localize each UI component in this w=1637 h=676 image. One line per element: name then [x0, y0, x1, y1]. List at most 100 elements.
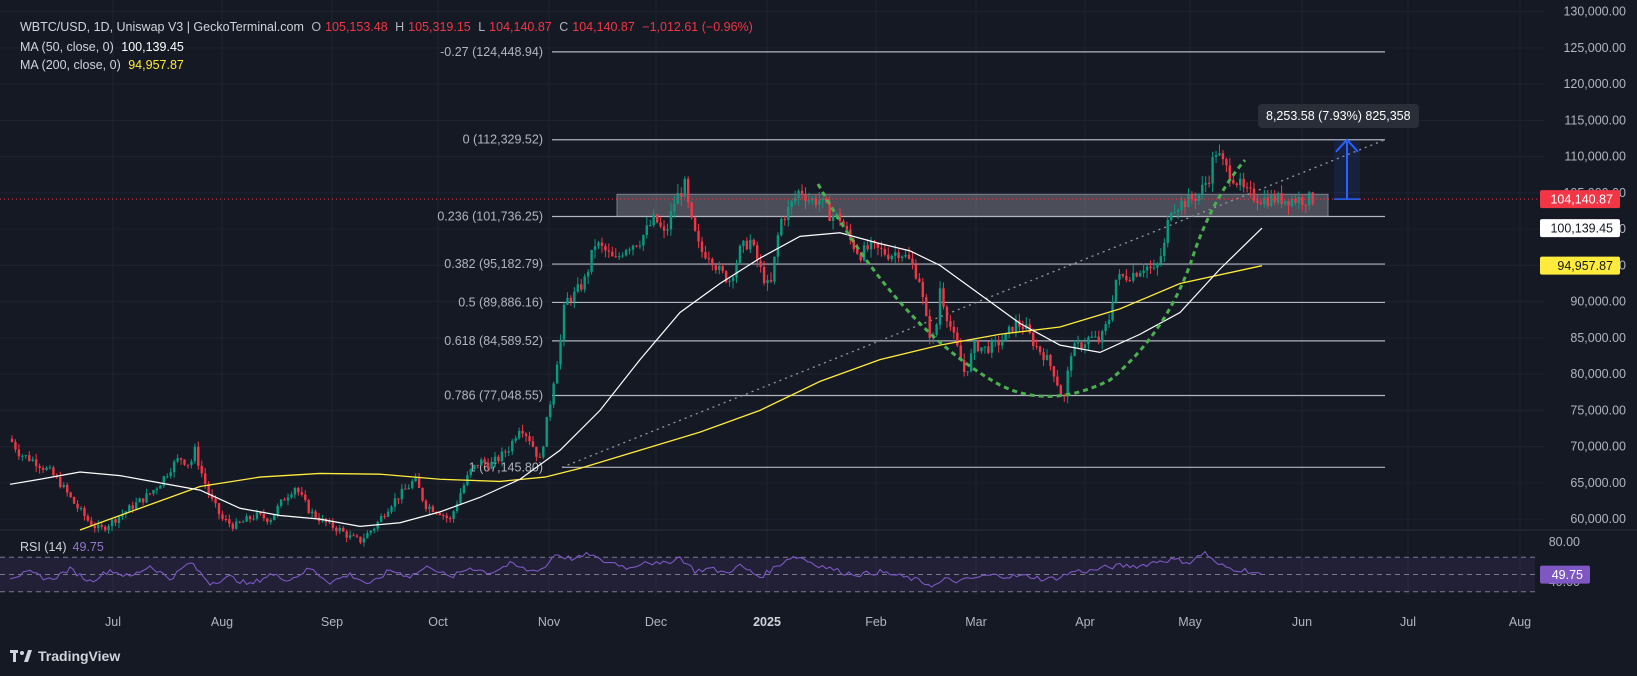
candle-body: [583, 276, 586, 290]
candle-body: [1004, 332, 1007, 341]
candle-body: [355, 535, 359, 537]
candle-body: [214, 498, 217, 504]
x-tick-label: Aug: [1509, 615, 1531, 629]
x-tick-label: Dec: [645, 615, 667, 629]
candle-body: [956, 332, 959, 346]
x-tick-label: May: [1178, 615, 1202, 629]
candle-body: [255, 512, 259, 519]
candle-body: [952, 326, 956, 333]
candle-body: [514, 438, 517, 441]
candle-body: [990, 340, 993, 353]
candle-body: [307, 499, 310, 514]
candle-body: [300, 492, 303, 495]
candle-body: [724, 271, 728, 282]
candle-body: [859, 253, 862, 261]
candle-body: [1090, 336, 1094, 338]
candle-body: [52, 467, 55, 476]
candle-body: [959, 345, 962, 361]
x-tick-label: Feb: [865, 615, 887, 629]
trend-line: [561, 139, 1386, 468]
candle-body: [1290, 198, 1294, 206]
candle-body: [310, 511, 314, 514]
candle-body: [718, 266, 721, 271]
candle-body: [980, 347, 983, 352]
ma50-legend[interactable]: MA (50, close, 0) 100,139.45: [20, 40, 188, 54]
candle-body: [1142, 270, 1145, 273]
close-label: C: [559, 20, 569, 34]
candle-body: [773, 256, 776, 282]
candle-body: [34, 459, 38, 467]
candle-body: [756, 245, 759, 261]
candle-body: [683, 178, 686, 197]
change-value: −1,012.61 (−0.96%): [642, 20, 753, 34]
candle-body: [135, 502, 138, 510]
candle-body: [887, 254, 890, 260]
candle-body: [114, 519, 117, 523]
rsi-legend-value: 49.75: [72, 540, 104, 554]
candle-body: [1211, 156, 1214, 184]
candle-body: [1045, 354, 1049, 361]
candle-body: [876, 243, 880, 248]
candle-body: [845, 225, 849, 230]
fib-level-label: 0.786 (77,048.55): [444, 389, 543, 403]
candle-body: [907, 254, 911, 259]
candle-body: [500, 451, 504, 462]
candle-body: [41, 468, 45, 470]
y-tick-label: 80,000.00: [1570, 367, 1626, 381]
candle-body: [1232, 180, 1235, 184]
candle-body: [804, 194, 807, 202]
candle-body: [862, 245, 866, 261]
symbol-title: WBTC/USD, 1D, Uniswap V3 | GeckoTerminal…: [20, 20, 304, 34]
candle-body: [145, 493, 148, 503]
candle-body: [1149, 266, 1152, 269]
candle-body: [328, 521, 331, 523]
candle-body: [607, 250, 611, 252]
y-tick-label: 70,000.00: [1570, 440, 1626, 454]
tradingview-logo-icon: [10, 650, 32, 662]
candle-body: [1087, 337, 1090, 345]
candle-body: [1180, 200, 1183, 211]
candle-body: [352, 535, 355, 537]
candle-body: [783, 218, 786, 221]
candle-body: [776, 235, 780, 257]
candle-body: [159, 485, 162, 489]
candle-body: [825, 197, 828, 203]
candle-body: [935, 324, 938, 335]
candle-body: [476, 464, 479, 466]
candle-body: [331, 521, 335, 528]
ma200-legend[interactable]: MA (200, close, 0) 94,957.87: [20, 58, 188, 72]
rsi-legend[interactable]: RSI (14) 49.75: [20, 540, 104, 554]
candle-body: [1073, 343, 1076, 357]
candle-body: [676, 192, 680, 204]
candle-body: [221, 514, 224, 519]
candle-body: [555, 364, 559, 384]
candle-body: [83, 508, 86, 517]
candle-body: [1283, 200, 1287, 205]
candle-body: [1176, 210, 1180, 213]
close-value: 104,140.87: [572, 20, 635, 34]
tradingview-logo[interactable]: TradingView: [10, 648, 120, 664]
ma50-line: [9, 227, 1263, 527]
candle-body: [1287, 200, 1290, 206]
candle-body: [780, 218, 783, 236]
candle-body: [442, 515, 445, 517]
candle-body: [359, 536, 362, 543]
candle-body: [976, 341, 980, 352]
candle-body: [183, 459, 186, 465]
candle-body: [793, 197, 797, 202]
candle-body: [690, 202, 693, 218]
candle-body: [662, 226, 666, 231]
candle-body: [79, 508, 83, 510]
candle-body: [235, 521, 238, 529]
candle-body: [866, 245, 869, 250]
candle-body: [342, 527, 345, 532]
candle-body: [531, 441, 535, 447]
candle-body: [417, 476, 421, 489]
y-tick-label: 110,000.00: [1564, 150, 1626, 164]
candle-body: [580, 284, 583, 290]
candle-body: [821, 197, 824, 201]
candle-body: [897, 252, 900, 259]
candle-body: [169, 472, 172, 476]
y-tick-label: 60,000.00: [1570, 512, 1626, 526]
